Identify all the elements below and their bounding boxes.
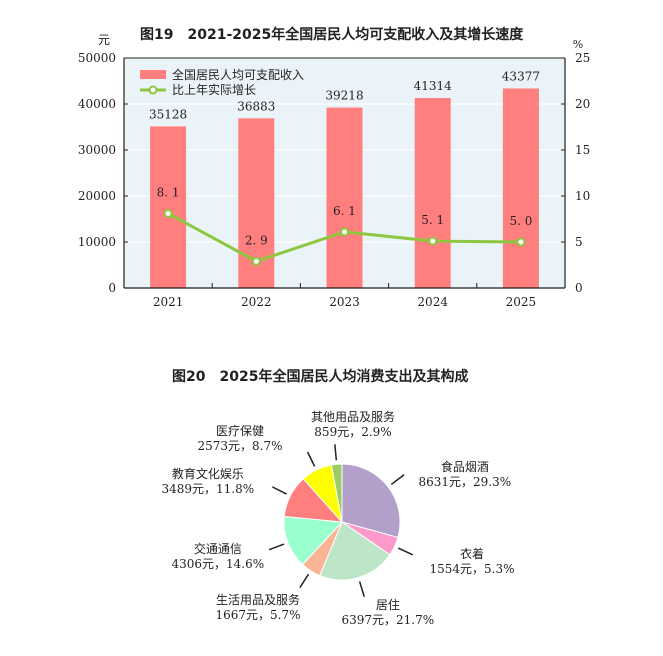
growth-value-label: 2. 9 <box>245 233 268 247</box>
slice-value: 8631元，29.3% <box>418 475 512 489</box>
right-tick-label: 20 <box>575 97 590 111</box>
leader-line <box>272 486 287 495</box>
growth-point <box>251 256 261 266</box>
pie-slice-label: 衣着 1554元，5.3% <box>430 547 515 577</box>
slice-name: 医疗保健 <box>216 424 265 438</box>
leader-line <box>306 451 316 467</box>
pie-slice <box>330 463 343 523</box>
leader-line <box>334 444 338 461</box>
slice-name: 其他用品及服务 <box>311 410 396 424</box>
left-tick-label: 0 <box>108 281 116 295</box>
pie-slice-label: 食品烟酒 8631元，29.3% <box>419 460 512 490</box>
x-tick-label: 2021 <box>153 295 184 309</box>
x-tick-label: 2023 <box>329 295 360 309</box>
leader-line <box>390 474 405 486</box>
legend-bar-swatch <box>140 70 166 79</box>
slice-value: 1554元，5.3% <box>429 562 515 576</box>
growth-value-label: 6. 1 <box>333 204 356 218</box>
slice-name: 生活用品及服务 <box>216 593 301 607</box>
slice-value: 859元，2.9% <box>314 425 392 439</box>
consumption-pie-chart <box>268 444 414 597</box>
growth-point <box>428 236 438 246</box>
bar-value-label: 35128 <box>149 107 187 121</box>
slice-name: 交通通信 <box>193 542 242 556</box>
growth-value-label: 8. 1 <box>157 185 180 199</box>
growth-point <box>516 237 526 247</box>
left-tick-label: 50000 <box>78 51 116 65</box>
left-tick-label: 30000 <box>78 143 116 157</box>
growth-value-label: 5. 0 <box>509 214 532 228</box>
income-bar-line-chart: 0100002000030000400005000005101520252021… <box>78 33 590 309</box>
chart19-title: 图19 2021-2025年全国居民人均可支配收入及其增长速度 <box>140 27 524 43</box>
pie-slice-label: 居住 6397元，21.7% <box>342 598 435 628</box>
slice-value: 4306元，14.6% <box>171 557 265 571</box>
right-tick-label: 25 <box>575 51 590 65</box>
left-tick-label: 40000 <box>78 97 116 111</box>
slice-value: 1667元，5.7% <box>215 608 301 622</box>
left-tick-label: 20000 <box>78 189 116 203</box>
right-tick-label: 0 <box>575 281 583 295</box>
income-bar <box>326 107 363 288</box>
x-tick-label: 2024 <box>417 295 448 309</box>
pie-slice-label: 生活用品及服务 1667元，5.7% <box>216 593 301 623</box>
left-tick-label: 10000 <box>78 235 116 249</box>
leader-line <box>397 547 414 556</box>
income-bar <box>414 97 451 288</box>
bar-value-label: 39218 <box>325 89 363 103</box>
slice-value: 3489元，11.8% <box>161 482 255 496</box>
chart20-title: 图20 2025年全国居民人均消费支出及其构成 <box>172 369 469 385</box>
bar-value-label: 41314 <box>414 79 453 93</box>
leader-line <box>268 543 285 551</box>
pie-slice <box>319 521 391 581</box>
slice-value: 6397元，21.7% <box>341 613 435 627</box>
growth-value-label: 5. 1 <box>421 213 444 227</box>
leader-line <box>358 581 365 597</box>
right-tick-label: 15 <box>575 143 590 157</box>
legend-bar-label: 全国居民人均可支配收入 <box>172 67 304 82</box>
income-bar <box>502 88 539 289</box>
growth-point <box>340 227 349 237</box>
slice-value: 2573元，8.7% <box>197 439 283 453</box>
bar-value-label: 36883 <box>237 99 275 113</box>
right-axis-unit: % <box>573 38 583 51</box>
x-tick-label: 2022 <box>241 295 272 309</box>
right-tick-label: 10 <box>575 189 590 203</box>
growth-point <box>163 208 173 218</box>
x-tick-label: 2025 <box>506 295 537 309</box>
pie-slice <box>283 515 344 566</box>
pie-slice-label: 教育文化娱乐 3489元，11.8% <box>162 467 255 497</box>
leader-line <box>299 573 310 589</box>
right-tick-label: 5 <box>575 235 583 249</box>
legend-line-swatch <box>148 85 158 95</box>
slice-name: 居住 <box>375 598 400 612</box>
income-bar <box>150 126 187 289</box>
pie-slice <box>341 463 401 539</box>
slice-name: 衣着 <box>460 547 485 561</box>
slice-name: 教育文化娱乐 <box>171 467 244 481</box>
bar-value-label: 43377 <box>502 69 540 83</box>
left-axis-unit: 元 <box>98 33 110 47</box>
pie-slice-label: 医疗保健 2573元，8.7% <box>198 424 283 454</box>
pie-slice-label: 交通通信 4306元，14.6% <box>172 542 265 572</box>
slice-name: 食品烟酒 <box>440 460 489 474</box>
pie-slice-label: 其他用品及服务 859元，2.9% <box>311 410 395 440</box>
legend-line-label: 比上年实际增长 <box>172 82 256 97</box>
